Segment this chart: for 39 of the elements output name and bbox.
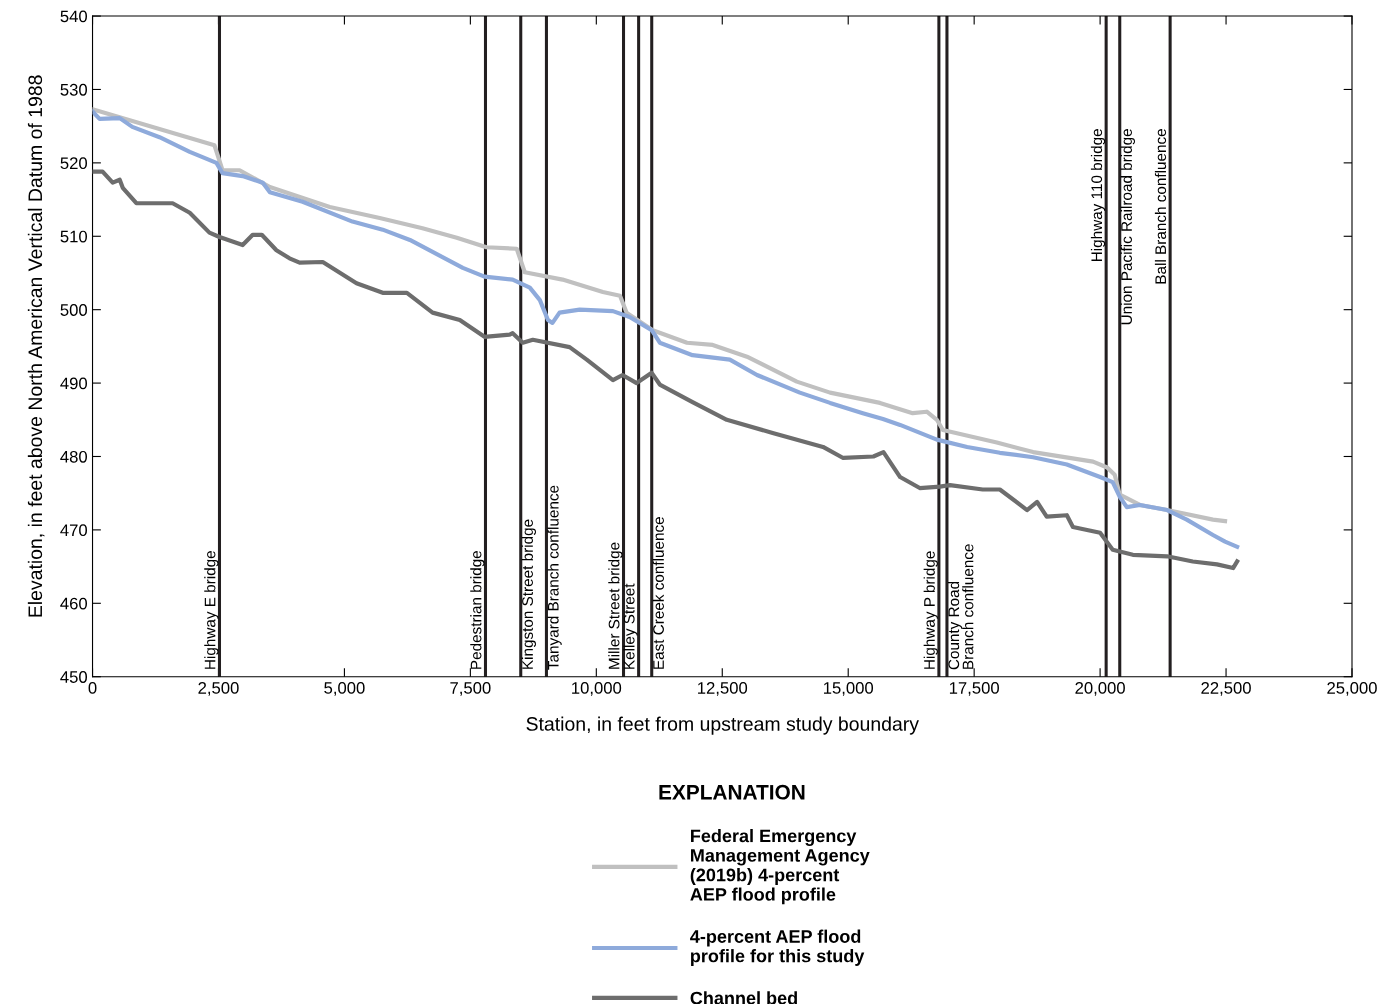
legend-label: Channel bed [690, 991, 797, 1004]
ref-line-label: Miller Street bridge [608, 542, 623, 669]
ref-line-label: Kelley Street [623, 583, 638, 669]
x-tick-label: 2,500 [198, 682, 239, 696]
x-tick-label: 25,000 [1327, 682, 1377, 696]
ref-line-label: Tanyard Branch confluence [547, 485, 562, 670]
x-tick-label: 12,500 [698, 682, 748, 696]
x-tick-label: 10,000 [572, 682, 622, 696]
x-tick-label: 0 [88, 682, 97, 694]
ref-line-label: Highway P bridge [923, 551, 938, 669]
x-tick-label: 17,500 [949, 682, 999, 696]
legend-title: EXPLANATION [659, 784, 805, 800]
ref-line-label: Pedestrian bridge [470, 551, 485, 669]
x-axis-title: Station, in feet from upstream study boundary [526, 716, 919, 735]
y-tick-label: 510 [60, 230, 88, 243]
x-tick-label: 5,000 [324, 682, 365, 696]
y-tick-label: 500 [60, 304, 88, 316]
ref-line-label: Highway 110 bridge [1090, 129, 1106, 262]
ref-line-label: County Road Branch confluence [947, 544, 974, 670]
y-tick-label: 480 [60, 450, 88, 463]
legend-label: Federal Emergency Management Agency (2019b) 4-percent AEP flood profile [690, 829, 870, 905]
y-tick-label: 540 [60, 10, 88, 23]
ref-line-label: Union Pacific Railroad bridge [1120, 129, 1135, 325]
y-tick-label: 520 [60, 157, 88, 170]
ref-line-label: Kingston Street bridge [521, 519, 536, 669]
ref-line-label: Highway E bridge [204, 551, 219, 669]
y-tick-label: 470 [60, 524, 88, 537]
y-tick-label: 450 [60, 671, 88, 683]
ref-line-label: East Creek confluence [652, 517, 664, 669]
y-tick-label: 490 [60, 377, 88, 390]
legend-label: 4-percent AEP flood profile for this study [690, 929, 865, 966]
x-tick-label: 7,500 [450, 682, 491, 696]
x-tick-label: 20,000 [1075, 682, 1125, 696]
x-tick-label: 15,000 [824, 682, 874, 696]
y-axis-title: Elevation, in feet above North American Vertical Datum of 1988 [27, 75, 45, 617]
ref-line-label: Ball Branch confluence [1154, 129, 1167, 284]
x-tick-label: 22,500 [1201, 682, 1251, 696]
y-tick-label: 530 [60, 83, 88, 96]
y-tick-label: 460 [60, 597, 88, 610]
